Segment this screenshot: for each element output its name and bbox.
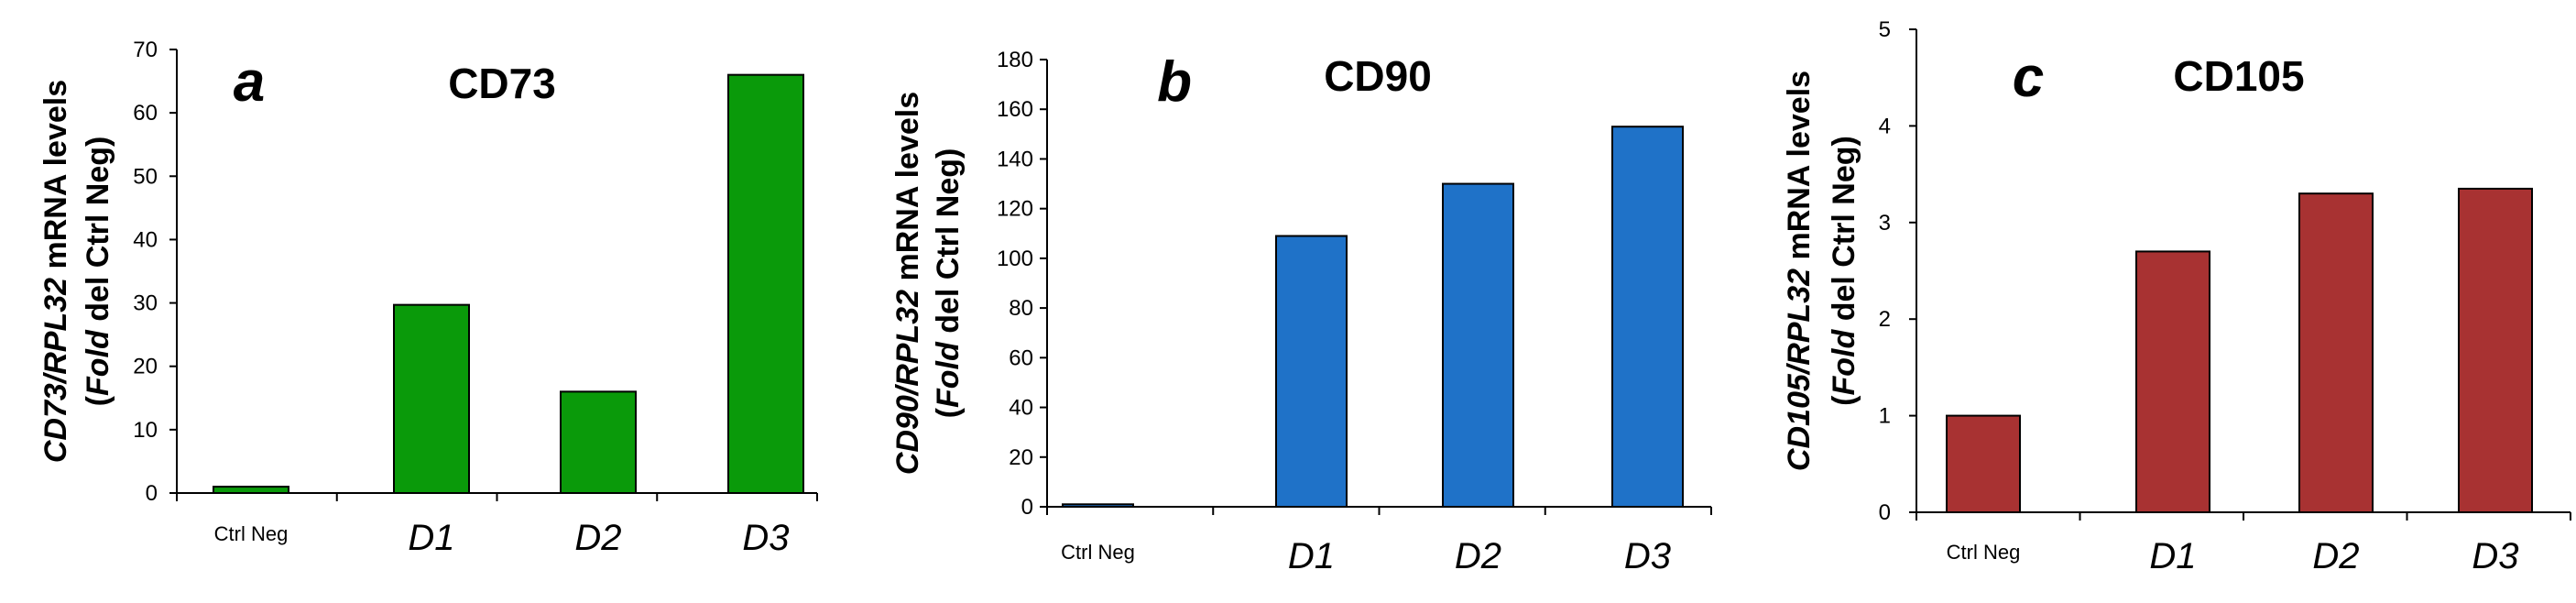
y-tick-label: 4	[1879, 114, 1891, 138]
panel-letter: a	[234, 50, 265, 114]
y-axis-label-ref: del Ctrl Neg)	[1827, 136, 1861, 330]
bar-d1	[1275, 235, 1348, 508]
y-axis-label-ref: del Ctrl Neg)	[931, 148, 966, 343]
bar-ctrl-neg	[1946, 414, 2021, 514]
y-axis-label-text: mRNA levels	[1782, 71, 1817, 269]
y-tick-label: 180	[997, 48, 1033, 72]
y-tick-label: 70	[133, 38, 158, 62]
y-tick-label: 10	[133, 418, 158, 443]
y-axis-label-paren: (	[931, 407, 966, 418]
y-tick-label: 0	[1879, 500, 1891, 525]
bar-d3	[727, 73, 804, 495]
x-tick-label: D1	[2149, 536, 2196, 576]
y-axis-label-paren: (	[1827, 395, 1861, 406]
y-axis-label-text: mRNA levels	[890, 92, 925, 290]
chart-title: CD90	[1324, 52, 1432, 100]
chart-title: CD105	[2173, 52, 2304, 100]
bar-d1	[393, 303, 470, 494]
panel-letter: b	[1157, 50, 1192, 114]
chart-title: CD73	[448, 60, 556, 107]
bar-d2	[560, 390, 637, 494]
bar-d1	[2135, 250, 2210, 513]
x-tick-label: Ctrl Neg	[214, 522, 289, 545]
y-tick-label: 3	[1879, 211, 1891, 236]
y-tick-label: 1	[1879, 404, 1891, 429]
chart-panel-a: 0 10 20 30 40 50 60 70 Ctrl Neg D1 D2 D3 a CD73 CD73/R…	[38, 38, 818, 558]
y-tick-label: 120	[997, 197, 1033, 222]
x-tick-label: D3	[2472, 536, 2518, 576]
y-tick-label: 20	[133, 355, 158, 379]
y-axis-label-fold: Fold	[931, 341, 966, 408]
y-axis-label-line2: (Fold del Ctrl Neg)	[81, 137, 115, 407]
x-tick-label: D2	[2312, 536, 2359, 576]
x-tick-label: D3	[742, 518, 789, 558]
y-tick-label: 5	[1879, 17, 1891, 42]
y-tick-label: 50	[133, 164, 158, 189]
y-tick-label: 80	[1009, 296, 1033, 321]
y-tick-label: 0	[1021, 495, 1033, 520]
bar-ctrl-neg	[1062, 503, 1134, 508]
y-tick-label: 60	[133, 101, 158, 126]
y-axis-label-ref: del Ctrl Neg)	[81, 137, 115, 331]
chart-panel-c: 0 1 2 3 4 5 Ctrl Neg D1 D2 D3 c CD105 CD105/RPL32 mR…	[1782, 17, 2571, 576]
y-axis-label-paren: (	[81, 395, 115, 406]
y-tick-label: 40	[133, 227, 158, 252]
y-axis-label-line2: (Fold del Ctrl Neg)	[1827, 136, 1861, 406]
bar-d3	[1611, 126, 1684, 508]
y-tick-label: 2	[1879, 307, 1891, 332]
y-axis-label-gene: CD105/RPL32	[1782, 269, 1817, 471]
bar-d2	[2298, 192, 2374, 513]
bar-ctrl-neg	[213, 486, 289, 494]
y-axis-label-line1: CD90/RPL32 mRNA levels	[890, 92, 925, 475]
bar-d3	[2458, 187, 2533, 513]
y-tick-label: 100	[997, 247, 1033, 271]
y-tick-label: 160	[997, 97, 1033, 122]
y-axis-label-gene: CD73/RPL32	[38, 278, 73, 463]
x-tick-label: D1	[408, 518, 454, 558]
y-axis-label-fold: Fold	[81, 329, 115, 396]
y-axis-label-line1: CD73/RPL32 mRNA levels	[38, 80, 73, 463]
y-axis-label-line1: CD105/RPL32 mRNA levels	[1782, 71, 1817, 471]
y-tick-label: 40	[1009, 396, 1033, 421]
y-axis-label-line2: (Fold del Ctrl Neg)	[931, 148, 966, 419]
y-axis-label-gene: CD90/RPL32	[890, 290, 925, 475]
y-axis-label-fold: Fold	[1827, 329, 1861, 396]
panel-letter: c	[2013, 46, 2044, 109]
y-tick-label: 60	[1009, 345, 1033, 370]
y-tick-label: 30	[133, 291, 158, 316]
chart-panel-b: 0 20 40 60 80 100 120 140 160 180 Ctrl Neg D1 D2 D3 b C…	[890, 48, 1712, 576]
y-tick-label: 140	[997, 147, 1033, 171]
y-tick-label: 0	[146, 481, 158, 506]
x-tick-label: Ctrl Neg	[1947, 541, 2021, 564]
y-tick-label: 20	[1009, 445, 1033, 470]
x-tick-label: D2	[1455, 536, 1501, 576]
x-tick-label: D3	[1624, 536, 1671, 576]
x-tick-label: D2	[574, 518, 621, 558]
y-axis-label-text: mRNA levels	[38, 80, 73, 278]
bar-d2	[1442, 182, 1514, 509]
x-tick-label: D1	[1288, 536, 1335, 576]
x-tick-label: Ctrl Neg	[1061, 541, 1135, 564]
